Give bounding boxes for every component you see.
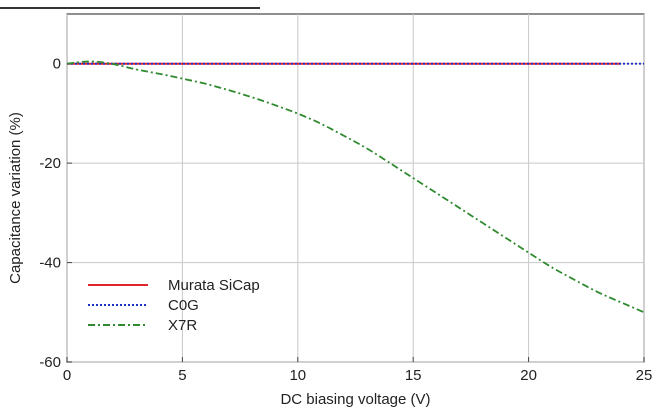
legend: Murata SiCap C0G X7R	[88, 277, 260, 334]
y-axis-title: Capacitance variation (%)	[7, 112, 24, 284]
x-tick-label: 0	[63, 367, 71, 384]
x-tick-label: 20	[520, 367, 537, 384]
legend-label: X7R	[168, 317, 197, 334]
legend-label: Murata SiCap	[168, 277, 260, 294]
y-tick-label: 0	[53, 56, 61, 73]
y-tick-label: -40	[39, 255, 61, 272]
legend-label: C0G	[168, 297, 199, 314]
y-tick-label: -20	[39, 155, 61, 172]
x-tick-label: 15	[405, 367, 422, 384]
x-tick-label: 25	[636, 367, 653, 384]
grid-layer	[66, 14, 645, 363]
series-layer	[66, 60, 645, 314]
x-tick-label: 10	[289, 367, 306, 384]
x-tick-label: 5	[178, 367, 186, 384]
y-tick-label: -60	[39, 354, 61, 371]
tick-layer: 0 5 10 15 20 25 0 -20 -40 -60	[39, 56, 652, 384]
plot-area	[66, 13, 645, 363]
x-axis-title: DC biasing voltage (V)	[280, 391, 430, 408]
series-line-x7r	[66, 60, 645, 314]
